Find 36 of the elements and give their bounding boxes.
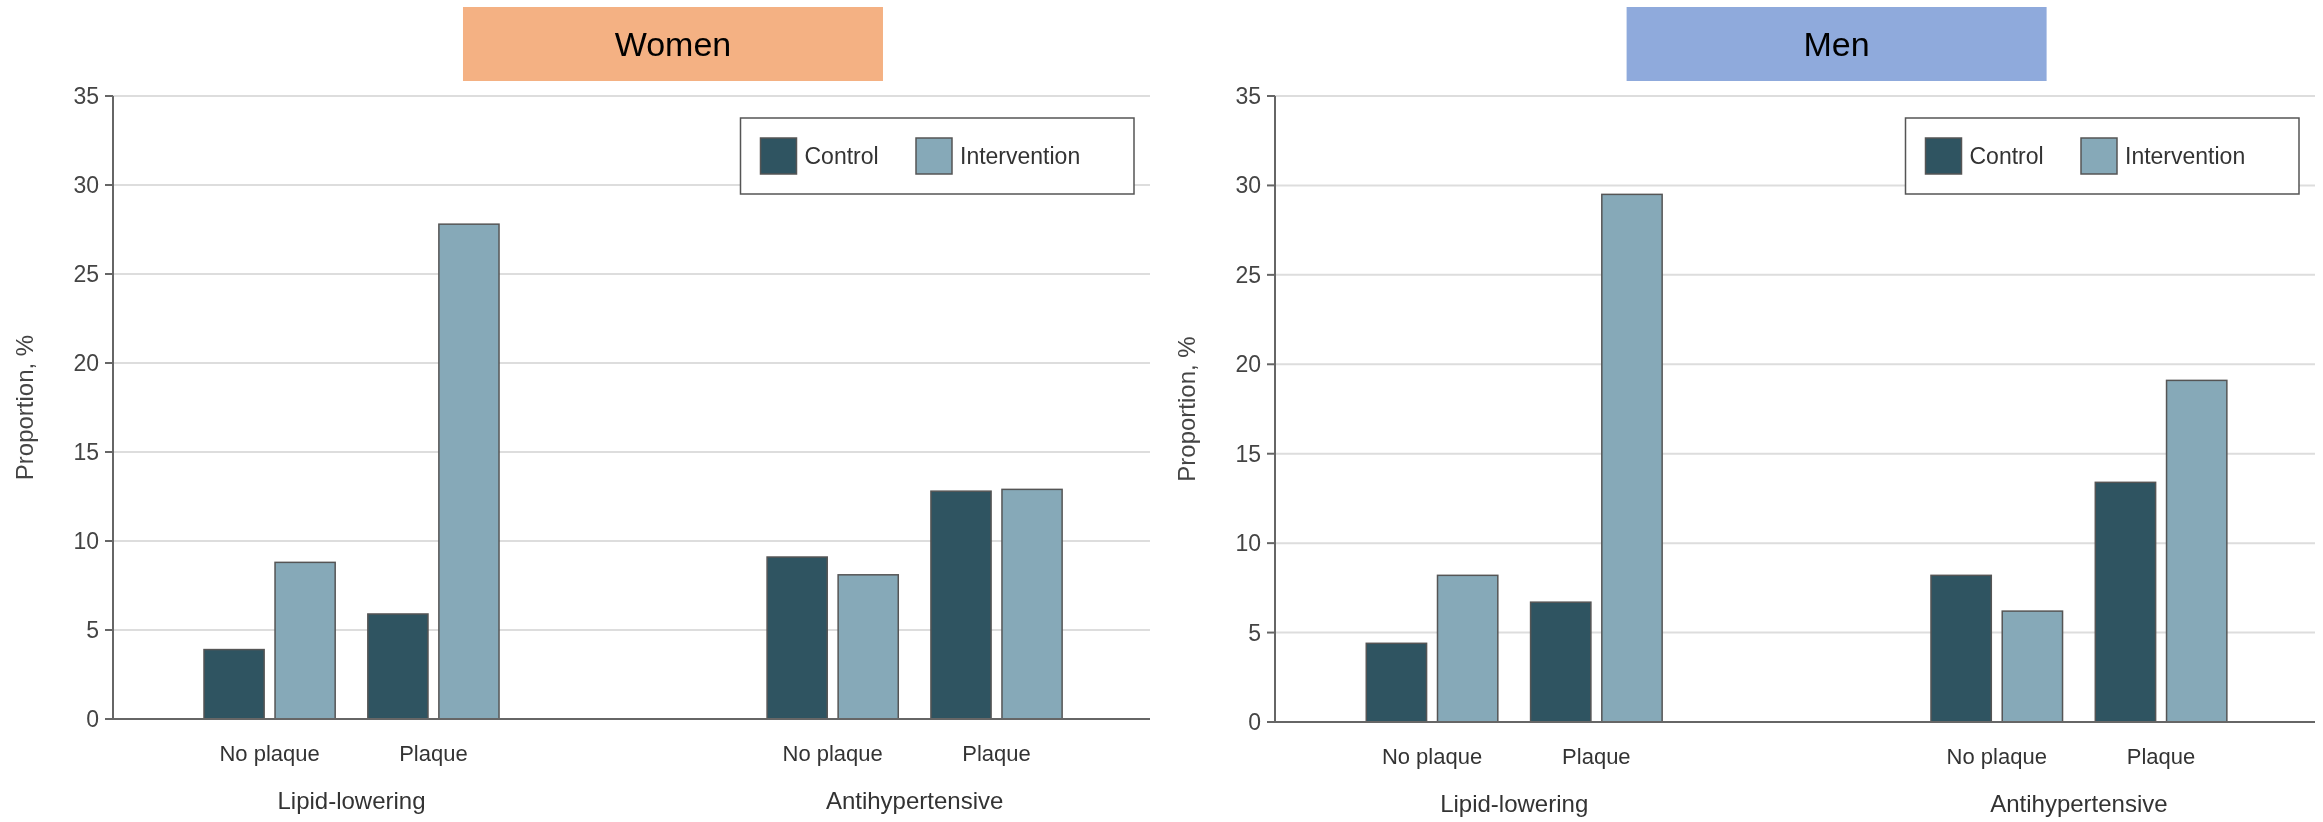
chart-title: Men (1803, 25, 1870, 63)
legend-label: Intervention (2125, 143, 2246, 169)
x-tick-label: Plaque (2126, 744, 2196, 769)
y-tick-label: 15 (1235, 440, 1261, 467)
legend-label: Control (804, 143, 879, 169)
y-tick-label: 0 (86, 706, 99, 733)
legend-label: Intervention (960, 143, 1081, 169)
y-tick-label: 30 (1235, 172, 1261, 199)
x-tick-label: No plaque (219, 741, 320, 766)
y-tick-label: 5 (1248, 619, 1261, 646)
legend-label: Control (1969, 143, 2044, 169)
text: Antihypertensive (825, 787, 1004, 814)
y-tick-label: 10 (1235, 530, 1261, 557)
y-tick-label: 25 (73, 261, 99, 288)
y-axis-title: Proportion, % (11, 334, 38, 481)
x-tick-label: Plaque (1562, 744, 1631, 769)
y-tick-label: 30 (73, 172, 99, 199)
x-tick-label: Plaque (399, 741, 468, 766)
x-tick-label: Plaque (962, 741, 1031, 766)
y-tick-label: 15 (73, 439, 99, 466)
y-tick-label: 5 (86, 617, 99, 644)
y-tick-label: 10 (73, 528, 99, 555)
x-tick-label: No plaque (1381, 744, 1483, 769)
x-tick-label: No plaque (1946, 744, 2047, 769)
y-tick-label: 35 (1235, 83, 1261, 110)
y-tick-label: 20 (1235, 351, 1261, 378)
text: Lipid-lowering (1440, 790, 1589, 817)
y-tick-label: 35 (73, 83, 99, 110)
text: Lipid-lowering (277, 787, 426, 814)
text: Antihypertensive (1990, 790, 2168, 817)
x-tick-label: No plaque (782, 741, 883, 766)
y-tick-label: 20 (73, 350, 99, 377)
chart-title: Women (614, 25, 732, 63)
y-axis-title: Proportion, % (1173, 336, 1200, 482)
y-tick-label: 25 (1235, 261, 1261, 288)
y-tick-label: 0 (1248, 709, 1261, 736)
